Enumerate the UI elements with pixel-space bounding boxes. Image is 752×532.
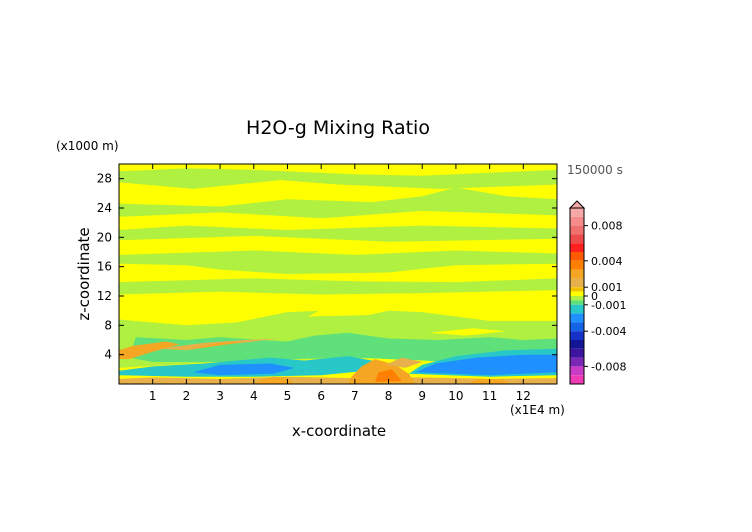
- x-axis-label: x-coordinate: [292, 422, 386, 440]
- x-tick-label: 10: [448, 389, 463, 403]
- colorbar-segment-21: [570, 375, 584, 384]
- colorbar-label: -0.008: [591, 360, 626, 373]
- colorbar-segment-18: [570, 348, 584, 358]
- contour-region-1: [119, 187, 557, 219]
- x-tick-label: 4: [250, 389, 258, 403]
- x-tick-label: 5: [284, 389, 292, 403]
- y-tick-label: 4: [104, 348, 112, 362]
- colorbar-label: 0.004: [591, 255, 623, 268]
- colorbar-label: 0.008: [591, 220, 623, 233]
- contour-region-0: [119, 168, 557, 189]
- contour-region-10: [119, 341, 180, 360]
- contour-region-17: [253, 376, 295, 384]
- x-tick-label: 3: [216, 389, 224, 403]
- contour-region-3: [119, 250, 557, 274]
- colorbar-label: 0.001: [591, 281, 623, 294]
- contour-region-4: [119, 278, 557, 295]
- contour-region-11: [186, 341, 247, 349]
- contour-region-19: [375, 369, 402, 382]
- x-tick-label: 11: [482, 389, 497, 403]
- x-tick-label: 7: [351, 389, 359, 403]
- x-tick-label: 8: [385, 389, 393, 403]
- colorbar-arrow: [568, 200, 586, 209]
- y-unit-label: (x1000 m): [56, 139, 119, 153]
- colorbar-segment-1: [570, 216, 584, 226]
- colorbar-segment-19: [570, 357, 584, 367]
- x-tick-label: 12: [516, 389, 531, 403]
- x-unit-label: (x1E4 m): [510, 403, 565, 417]
- y-tick-label: 16: [97, 260, 112, 274]
- colorbar-segment-9: [570, 287, 584, 292]
- contour-region-13: [193, 363, 295, 376]
- colorbar-segment-0: [570, 208, 584, 217]
- colorbar-segment-13: [570, 304, 584, 314]
- colorbar-segment-8: [570, 278, 584, 288]
- x-tick-label: 9: [418, 389, 426, 403]
- y-axis-label: z-coordinate: [75, 227, 93, 320]
- colorbar-segment-20: [570, 366, 584, 376]
- colorbar-segment-10: [570, 291, 584, 296]
- colorbar-segment-7: [570, 269, 584, 279]
- y-tick-label: 20: [97, 230, 112, 244]
- colorbar-segment-11: [570, 296, 584, 301]
- colorbar-label: -0.004: [591, 325, 626, 338]
- x-tick-label: 2: [183, 389, 191, 403]
- colorbar-segment-15: [570, 322, 584, 332]
- contour-region-6: [307, 303, 396, 317]
- y-tick-label: 28: [97, 172, 112, 186]
- colorbar-label: 0: [591, 290, 598, 303]
- colorbar-label: -0.001: [591, 299, 626, 312]
- chart-title: H2O-g Mixing Ratio: [246, 117, 430, 139]
- contour-region-2: [119, 225, 557, 242]
- colorbar-segment-16: [570, 331, 584, 340]
- colorbar-segment-3: [570, 234, 584, 244]
- colorbar-segment-4: [570, 243, 584, 252]
- contour-region-20: [385, 357, 423, 368]
- mixing-ratio-field: [119, 164, 557, 384]
- time-label: 150000 s: [567, 163, 623, 177]
- y-tick-label: 12: [97, 289, 112, 303]
- y-tick-label: 8: [104, 318, 112, 332]
- x-tick-label: 1: [149, 389, 157, 403]
- x-axis-ticks: 1 2 3 4 5 6 7 8 9 10 11 12: [149, 164, 531, 403]
- plot-frame: [118, 163, 558, 385]
- x-tick-label: 6: [317, 389, 325, 403]
- colorbar-segment-12: [570, 300, 584, 305]
- colorbar-segment-6: [570, 260, 584, 270]
- colorbar-segment-2: [570, 225, 584, 235]
- contour-region-15: [415, 354, 557, 376]
- colorbar-segment-5: [570, 252, 584, 261]
- colorbar-segment-17: [570, 340, 584, 349]
- colorbar-segment-14: [570, 313, 584, 323]
- y-tick-label: 24: [97, 201, 112, 215]
- contour-region-16: [119, 376, 557, 384]
- contour-region-7: [429, 328, 507, 336]
- y-axis-ticks: 4 8 12 16 20 24 28: [97, 172, 557, 362]
